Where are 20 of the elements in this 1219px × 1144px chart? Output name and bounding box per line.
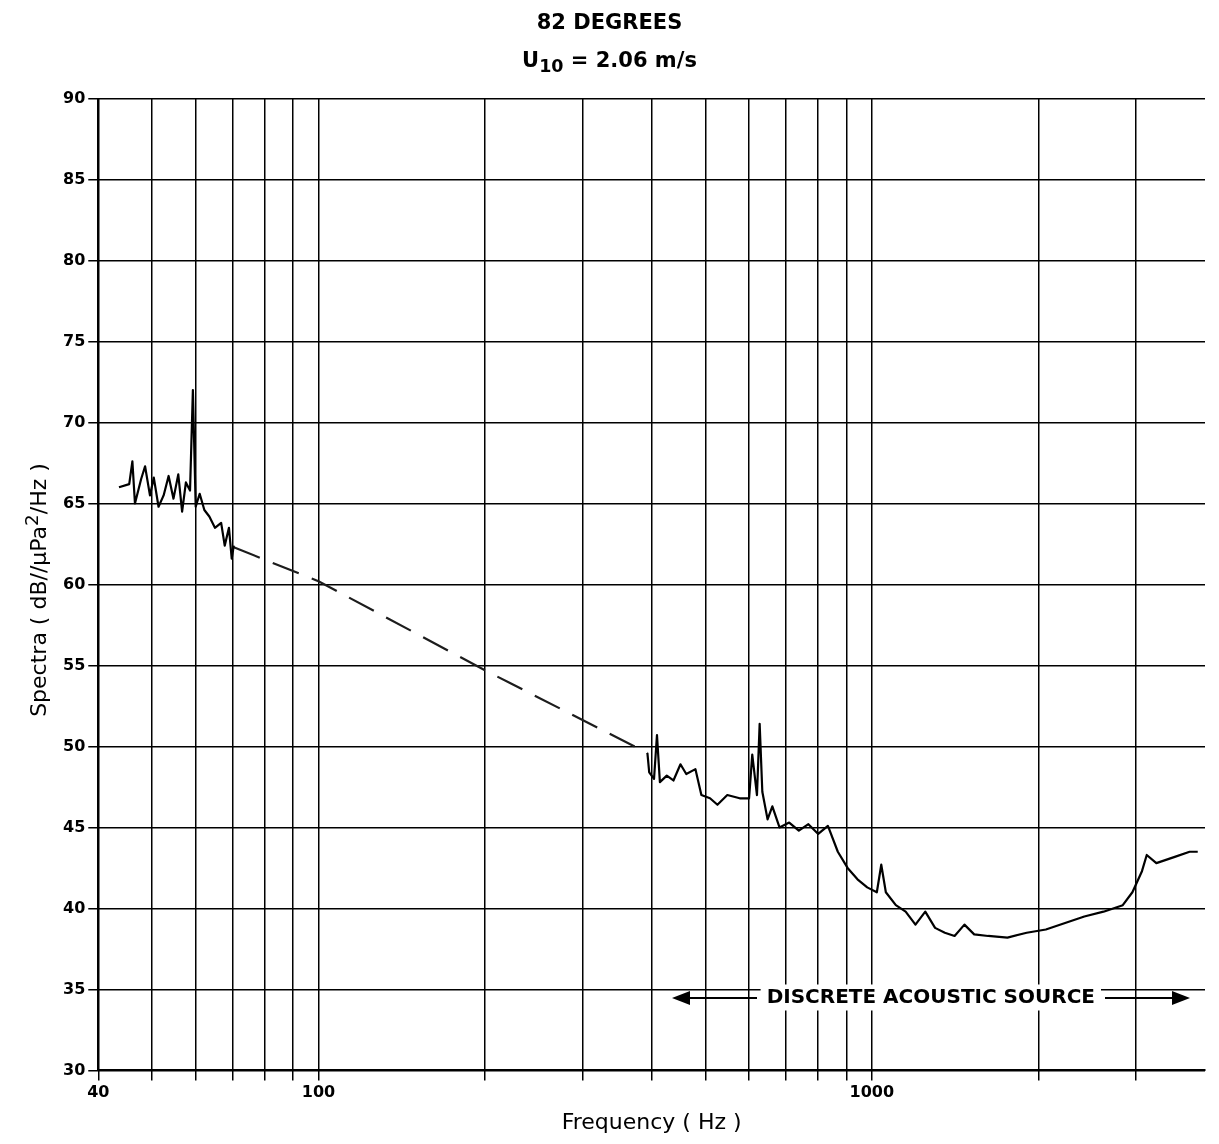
x-tick-label: 40 (87, 1082, 110, 1102)
chart-title: 82 DEGREES (535, 10, 684, 34)
x-tick-label: 100 (301, 1082, 336, 1102)
y-tick-label: 35 (63, 978, 86, 998)
x-axis-title: Frequency ( Hz ) (561, 1108, 742, 1134)
y-tick-label: 40 (63, 897, 86, 917)
x-tick-label: 1000 (849, 1082, 895, 1102)
y-tick-label: 75 (63, 330, 86, 350)
y-tick-label: 60 (63, 573, 86, 593)
y-tick-label: 65 (63, 492, 86, 512)
y-tick-label: 55 (63, 654, 86, 674)
y-tick-label: 30 (63, 1059, 86, 1079)
y-tick-label: 50 (63, 735, 86, 755)
y-tick-label: 80 (63, 249, 86, 269)
y-tick-label: 70 (63, 411, 86, 431)
y-tick-label: 45 (63, 816, 86, 836)
y-tick-label: 85 (63, 168, 86, 188)
annotation: DISCRETE ACOUSTIC SOURCE (766, 983, 1095, 1008)
y-tick-label: 90 (63, 87, 86, 107)
chart-subtitle: U$_{10}$ = 2.06 m/s (521, 48, 698, 77)
